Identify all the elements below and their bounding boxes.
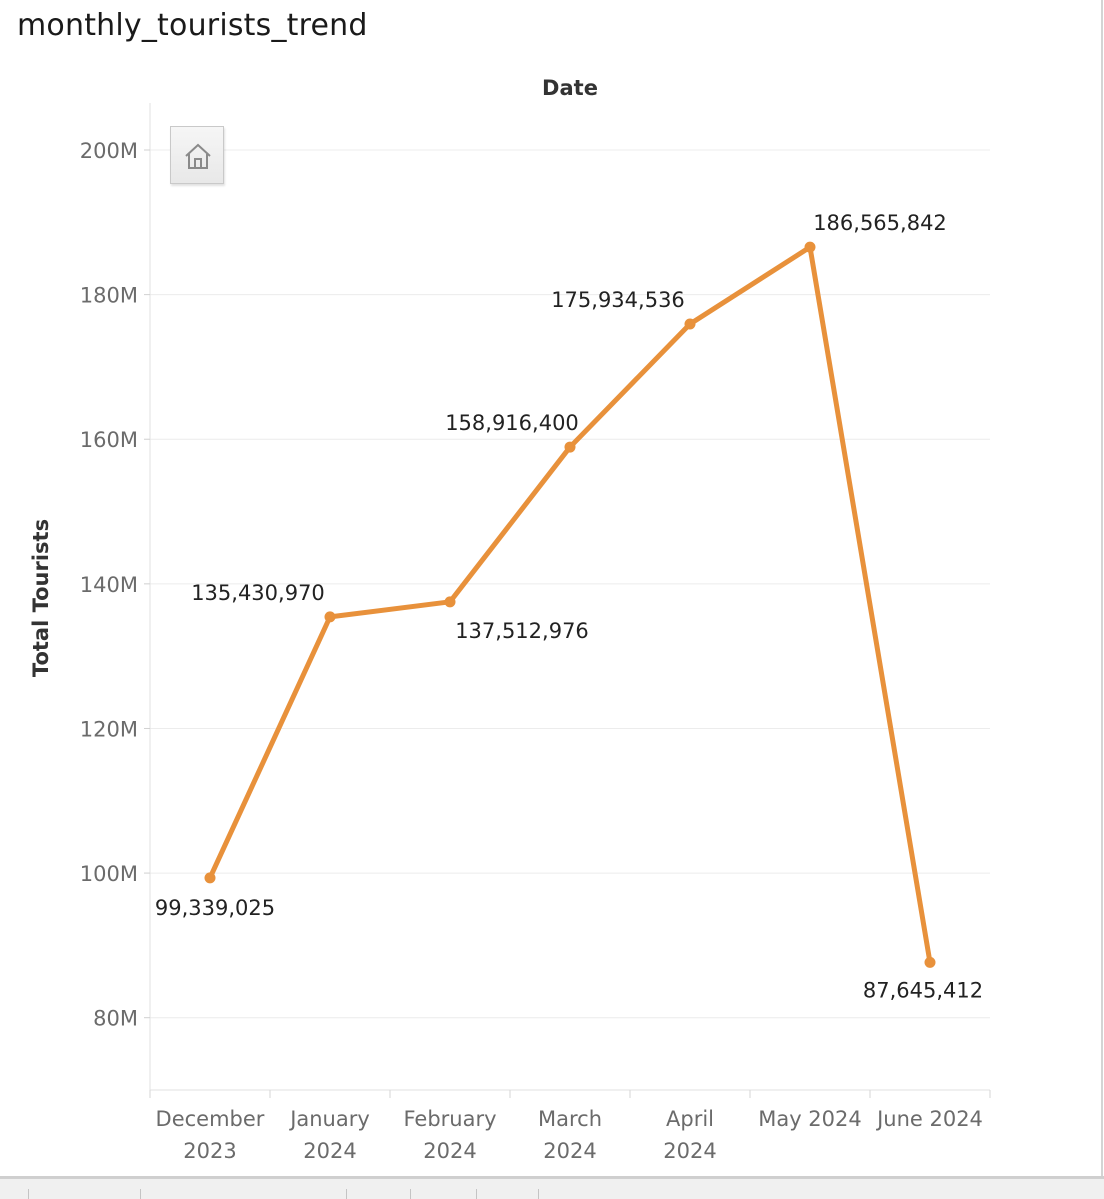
y-tick-label: 140M bbox=[80, 573, 138, 597]
data-labels: 99,339,025 135,430,970 137,512,976 158,916,… bbox=[155, 211, 983, 1002]
y-tick-label: 180M bbox=[80, 284, 138, 308]
data-point bbox=[924, 956, 936, 968]
y-tick-label: 100M bbox=[80, 862, 138, 886]
tab-separator bbox=[476, 1189, 477, 1199]
axes bbox=[149, 103, 990, 1091]
data-point bbox=[564, 441, 576, 453]
data-points bbox=[204, 241, 936, 968]
y-axis-title[interactable]: Total Tourists bbox=[29, 519, 53, 677]
data-point bbox=[204, 872, 216, 884]
data-label: 87,645,412 bbox=[863, 978, 983, 1002]
home-button[interactable] bbox=[170, 126, 224, 184]
sheet-border bbox=[1101, 0, 1103, 1180]
x-tick-label: March bbox=[538, 1107, 602, 1131]
data-point bbox=[804, 241, 816, 253]
y-axis-ticks: 80M 100M 120M 140M 160M 180M 200M bbox=[80, 139, 150, 1031]
data-point bbox=[444, 596, 456, 608]
data-label: 186,565,842 bbox=[813, 211, 947, 235]
x-tick-label: 2024 bbox=[303, 1139, 356, 1163]
data-label: 135,430,970 bbox=[191, 581, 325, 605]
x-tick-label: April bbox=[666, 1107, 714, 1131]
sheet-border-bottom bbox=[0, 1176, 1104, 1178]
tab-separator bbox=[410, 1189, 411, 1199]
x-tick-label: May 2024 bbox=[758, 1107, 862, 1131]
home-icon bbox=[185, 143, 211, 169]
x-tick-label: 2024 bbox=[543, 1139, 596, 1163]
tab-separator bbox=[28, 1189, 29, 1199]
data-point bbox=[684, 318, 696, 330]
data-label: 137,512,976 bbox=[455, 619, 589, 643]
x-tick-label: 2024 bbox=[663, 1139, 716, 1163]
tab-separator bbox=[140, 1189, 141, 1199]
column-header[interactable]: Date bbox=[542, 76, 598, 100]
tab-separator bbox=[538, 1189, 539, 1199]
data-label: 158,916,400 bbox=[445, 411, 579, 435]
x-tick-label: December bbox=[156, 1107, 265, 1131]
data-label: 175,934,536 bbox=[551, 288, 685, 312]
x-tick-label: June 2024 bbox=[875, 1107, 983, 1131]
x-tick-label: 2023 bbox=[183, 1139, 236, 1163]
sheet-tab-bar[interactable] bbox=[0, 1178, 1104, 1199]
x-tick-label: February bbox=[403, 1107, 496, 1131]
x-tick-label: 2024 bbox=[423, 1139, 476, 1163]
x-axis-ticks: December 2023 January 2024 February 2024 March… bbox=[149, 1090, 991, 1163]
y-tick-label: 200M bbox=[80, 139, 138, 163]
y-tick-label: 160M bbox=[80, 428, 138, 452]
x-tick-label: January bbox=[288, 1107, 370, 1131]
sheet-title: monthly_tourists_trend bbox=[17, 8, 368, 43]
y-tick-label: 80M bbox=[93, 1007, 138, 1031]
tab-separator bbox=[346, 1189, 347, 1199]
data-point bbox=[324, 611, 336, 623]
y-tick-label: 120M bbox=[80, 717, 138, 741]
gridlines bbox=[150, 149, 990, 1019]
data-label: 99,339,025 bbox=[155, 896, 275, 920]
